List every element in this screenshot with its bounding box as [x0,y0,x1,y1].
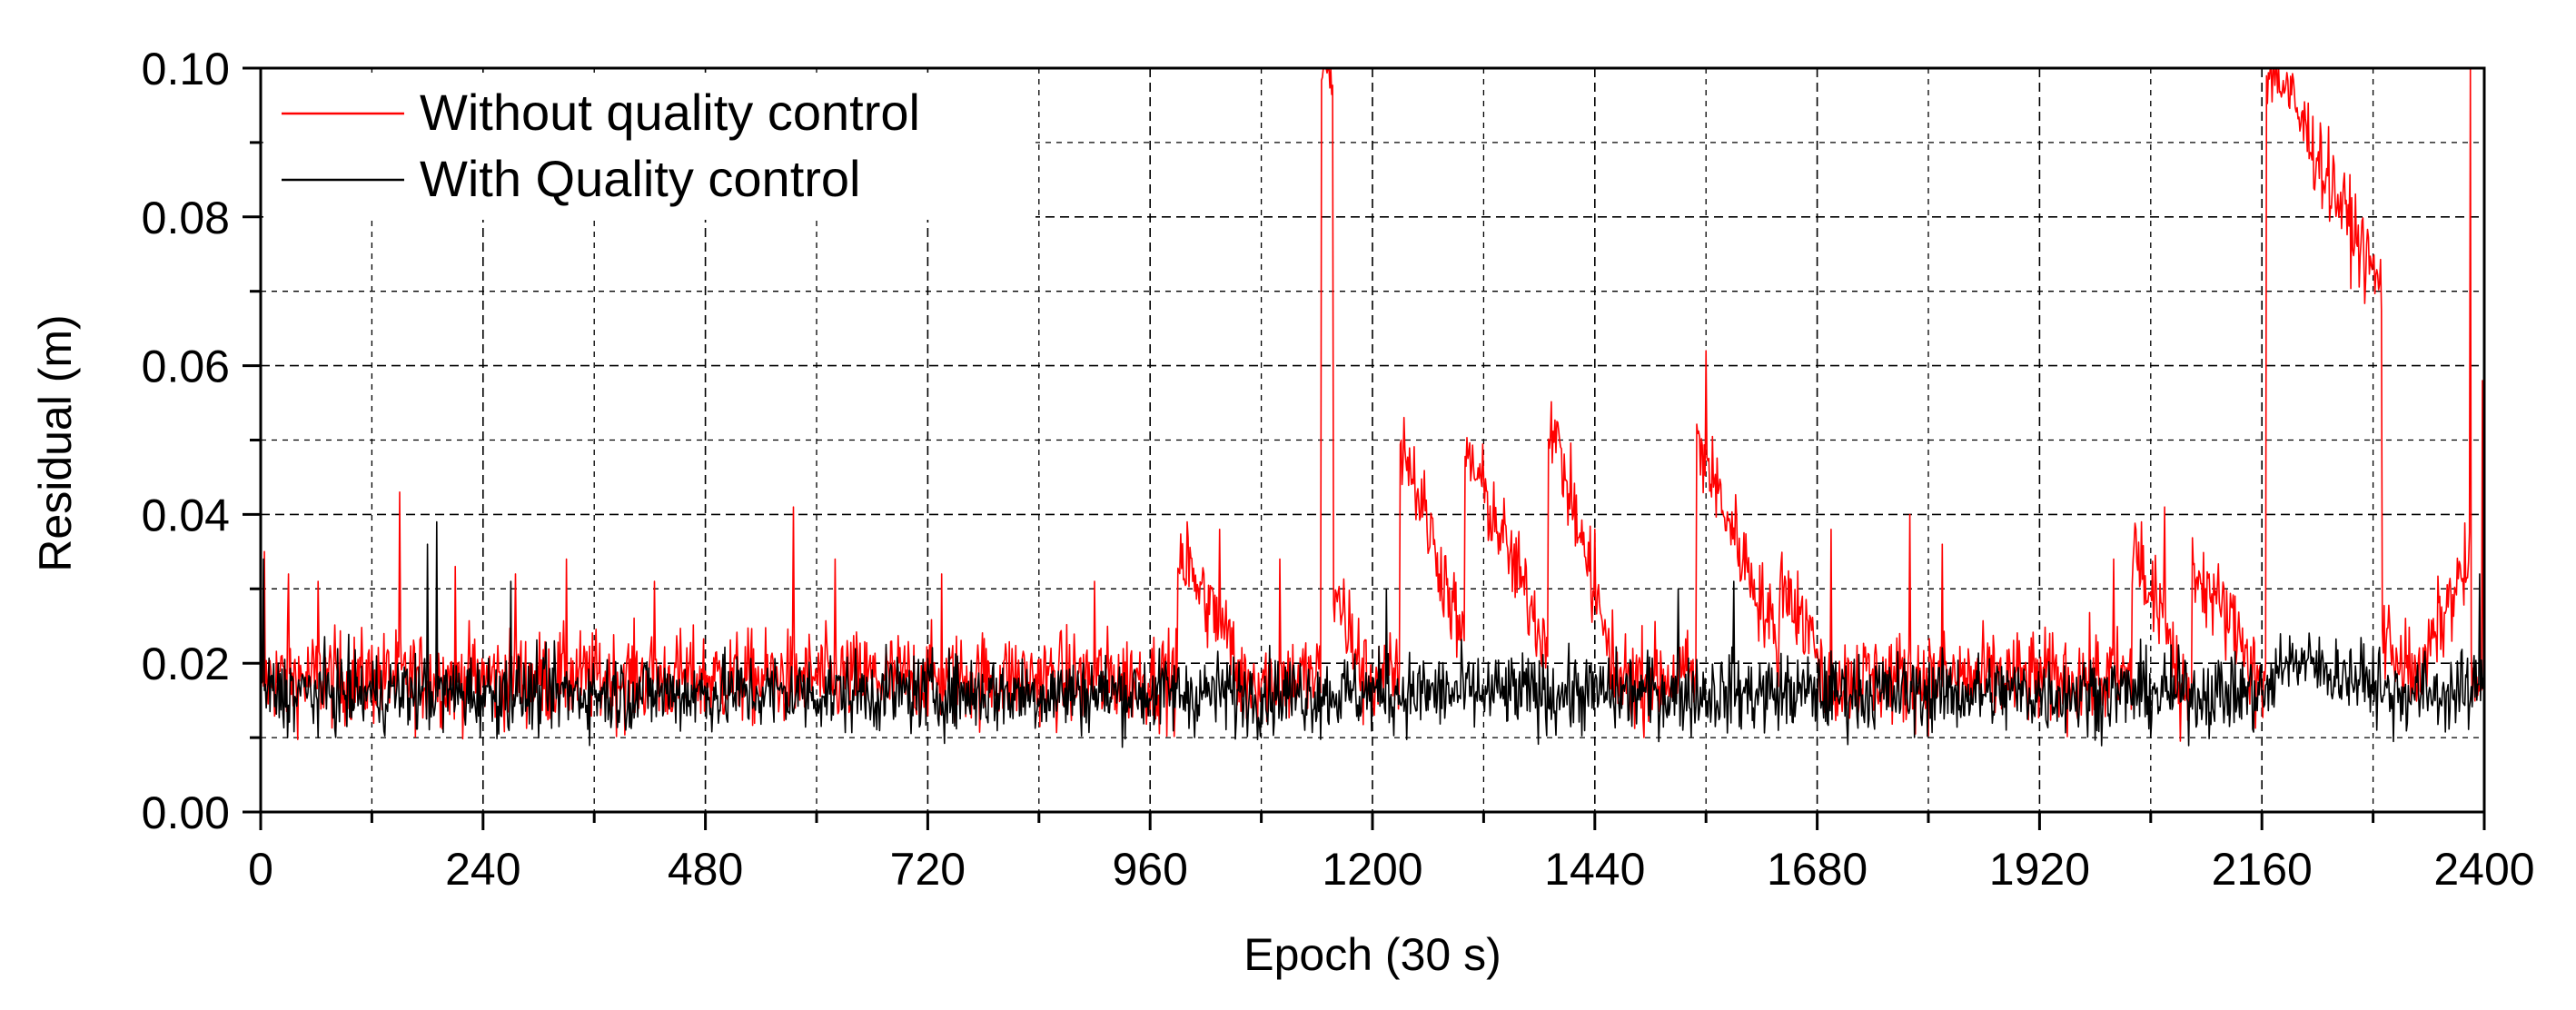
x-tick-label: 1440 [1544,844,1645,895]
y-tick-label: 0.04 [142,490,230,540]
x-tick-label: 1920 [1989,844,2090,895]
x-tick-label: 2160 [2212,844,2313,895]
y-tick-label: 0.00 [142,787,230,838]
y-tick-label: 0.10 [142,44,230,94]
legend: Without quality control With Quality con… [282,84,920,207]
x-tick-label: 720 [890,844,966,895]
y-axis-title: Residual (m) [30,314,81,571]
legend-label-without-qc: Without quality control [420,84,920,141]
x-tick-label: 1200 [1322,844,1422,895]
x-tick-label: 0 [248,844,273,895]
legend-label-with-qc: With Quality control [420,150,861,207]
y-tick-label: 0.02 [142,639,230,689]
x-tick-label: 2400 [2433,844,2534,895]
x-tick-label: 240 [445,844,520,895]
x-tick-label: 480 [668,844,743,895]
x-axis-title: Epoch (30 s) [1243,929,1501,980]
series-line-1 [260,520,2485,748]
y-tick-label: 0.06 [142,342,230,392]
x-tick-label: 960 [1112,844,1187,895]
y-tick-label: 0.08 [142,193,230,243]
series-layer [260,67,2485,748]
axes-layer: 0 240 480 720 960 1200 1440 1680 1920 2160 2400 0.0… [142,44,2535,895]
x-tick-label: 1680 [1767,844,1868,895]
legend-background [263,73,1035,220]
